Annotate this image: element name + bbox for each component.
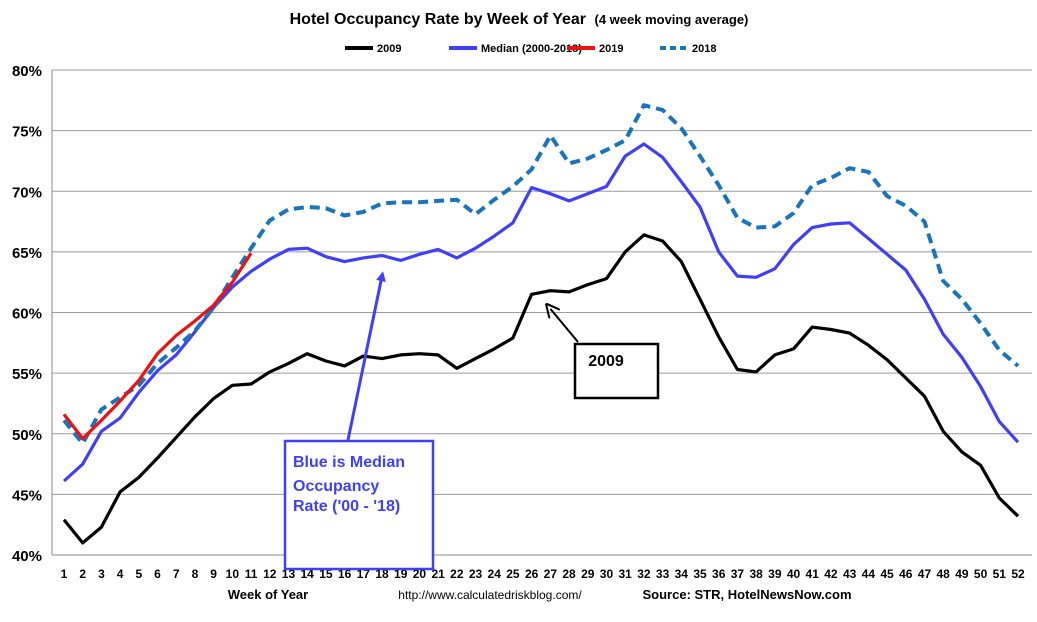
x-tick-label: 37: [731, 567, 745, 581]
x-tick-label: 5: [135, 567, 142, 581]
chart-title: Hotel Occupancy Rate by Week of Year (4 …: [290, 11, 749, 28]
source-url: http://www.calculatedriskblog.com/: [398, 588, 582, 602]
x-tick-label: 38: [749, 567, 763, 581]
x-tick-label: 29: [581, 567, 595, 581]
x-tick-label: 18: [375, 567, 389, 581]
series-line-2018: [62, 103, 1020, 446]
chart-title-main: Hotel Occupancy Rate by Week of Year: [290, 11, 586, 28]
x-tick-label: 19: [394, 567, 408, 581]
y-tick-label: 75%: [12, 124, 42, 141]
x-tick-label: 21: [431, 567, 445, 581]
x-tick-label: 50: [974, 567, 988, 581]
series-line-2009: [62, 233, 1020, 545]
series-line-median-2000-2018: [62, 142, 1020, 483]
x-tick-label: 26: [525, 567, 539, 581]
x-tick-label: 8: [192, 567, 199, 581]
x-tick-label: 14: [300, 567, 314, 581]
x-tick-label: 33: [656, 567, 670, 581]
y-axis-tick-labels: 40% 45% 50% 55% 60% 65% 70% 75% 80%: [12, 63, 42, 565]
y-tick-label: 55%: [12, 366, 42, 383]
y-tick-label: 50%: [12, 427, 42, 444]
chart-subtitle: (4 week moving average): [594, 12, 748, 27]
x-tick-label: 15: [319, 567, 333, 581]
x-tick-label: 24: [488, 567, 502, 581]
x-tick-label: 27: [544, 567, 558, 581]
y-tick-label: 70%: [12, 184, 42, 201]
x-tick-label: 7: [173, 567, 180, 581]
x-tick-label: 34: [675, 567, 689, 581]
legend-label: Median (2000-2018): [481, 43, 582, 55]
x-tick-label: 17: [357, 567, 371, 581]
x-tick-label: 42: [824, 567, 838, 581]
x-tick-label: 30: [600, 567, 614, 581]
x-tick-label: 44: [862, 567, 876, 581]
annotation-median-box: [283, 439, 435, 571]
y-tick-label: 80%: [12, 63, 42, 80]
x-tick-label: 9: [210, 567, 217, 581]
x-tick-label: 32: [637, 567, 651, 581]
annotation-median-line-3: Rate ('00 - '18): [293, 498, 400, 515]
y-tick-label: 45%: [12, 487, 42, 504]
series-line-2019: [62, 252, 253, 441]
x-tick-label: 51: [993, 567, 1007, 581]
x-tick-label: 45: [880, 567, 894, 581]
x-axis-title: Week of Year: [228, 587, 308, 602]
annotation-median-line-1: Blue is Median: [293, 454, 405, 471]
x-tick-label: 28: [562, 567, 576, 581]
x-tick-label: 48: [936, 567, 950, 581]
x-tick-label: 3: [98, 567, 105, 581]
annotation-2009-label: 2009: [588, 353, 624, 370]
x-tick-label: 25: [506, 567, 520, 581]
annotation-2009-arrow: [550, 309, 579, 343]
x-tick-label: 35: [693, 567, 707, 581]
annotation-median-arrow: [346, 271, 386, 441]
x-tick-label: 20: [413, 567, 427, 581]
series-lines: [62, 103, 1020, 545]
x-tick-label: 10: [226, 567, 240, 581]
gridlines: [52, 69, 1032, 495]
x-tick-label: 1: [61, 567, 68, 581]
x-tick-label: 52: [1011, 567, 1025, 581]
x-tick-label: 47: [918, 567, 932, 581]
x-tick-label: 12: [263, 567, 277, 581]
x-tick-label: 41: [806, 567, 820, 581]
x-tick-label: 6: [154, 567, 161, 581]
legend: 2009 Median (2000-2018) 2019 2018: [345, 43, 716, 55]
x-tick-label: 11: [245, 567, 258, 581]
x-tick-label: 43: [843, 567, 857, 581]
y-tick-label: 65%: [12, 245, 42, 262]
legend-label: 2009: [377, 43, 401, 55]
annotation-median: Blue is Median Occupancy Rate ('00 - '18…: [283, 271, 435, 571]
x-tick-label: 31: [618, 567, 632, 581]
y-tick-label: 60%: [12, 306, 42, 323]
x-tick-label: 40: [787, 567, 801, 581]
y-tick-label: 40%: [12, 548, 42, 565]
x-tick-label: 4: [117, 567, 124, 581]
x-axis-tick-labels: 1 2 3 4 5 6 7 8 9 10 11 12 13 14 15 16 17 18 19 20 21 22 23 24 2…: [61, 567, 1025, 581]
source-credit: Source: STR, HotelNewsNow.com: [643, 587, 852, 602]
x-tick-label: 22: [450, 567, 464, 581]
x-tick-label: 13: [282, 567, 296, 581]
x-tick-label: 2: [79, 567, 86, 581]
legend-label: 2018: [692, 43, 716, 55]
x-tick-label: 39: [768, 567, 782, 581]
x-tick-label: 46: [899, 567, 913, 581]
annotation-2009: 2009: [550, 309, 660, 400]
x-tick-label: 16: [338, 567, 352, 581]
annotation-2009-box: [573, 342, 660, 400]
legend-label: 2019: [599, 43, 623, 55]
x-tick-label: 23: [469, 567, 483, 581]
annotation-median-line-2: Occupancy: [293, 478, 379, 495]
x-tick-label: 36: [712, 567, 726, 581]
x-tick-label: 49: [955, 567, 969, 581]
